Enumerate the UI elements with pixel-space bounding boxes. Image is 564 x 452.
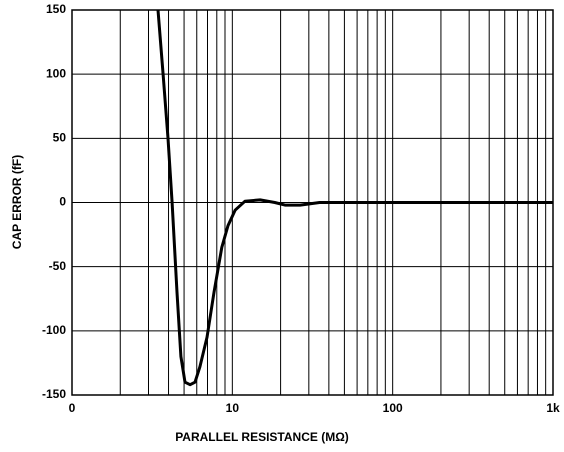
x-tick-label: 1k	[546, 401, 560, 415]
x-tick-label: 0	[69, 401, 76, 415]
x-tick-label: 10	[226, 401, 240, 415]
curve	[156, 10, 553, 387]
y-axis-label: CAP ERROR (fF)	[10, 155, 24, 249]
y-tick-label: -100	[42, 323, 66, 337]
y-tick-label: -150	[42, 387, 66, 401]
x-tick-label: 100	[383, 401, 403, 415]
y-tick-label: 50	[53, 131, 67, 145]
y-tick-label: -50	[49, 259, 67, 273]
x-axis-label: PARALLEL RESISTANCE (MΩ)	[175, 430, 349, 444]
y-tick-label: 0	[59, 195, 66, 209]
y-tick-label: 150	[46, 2, 66, 16]
y-tick-label: 100	[46, 66, 66, 80]
